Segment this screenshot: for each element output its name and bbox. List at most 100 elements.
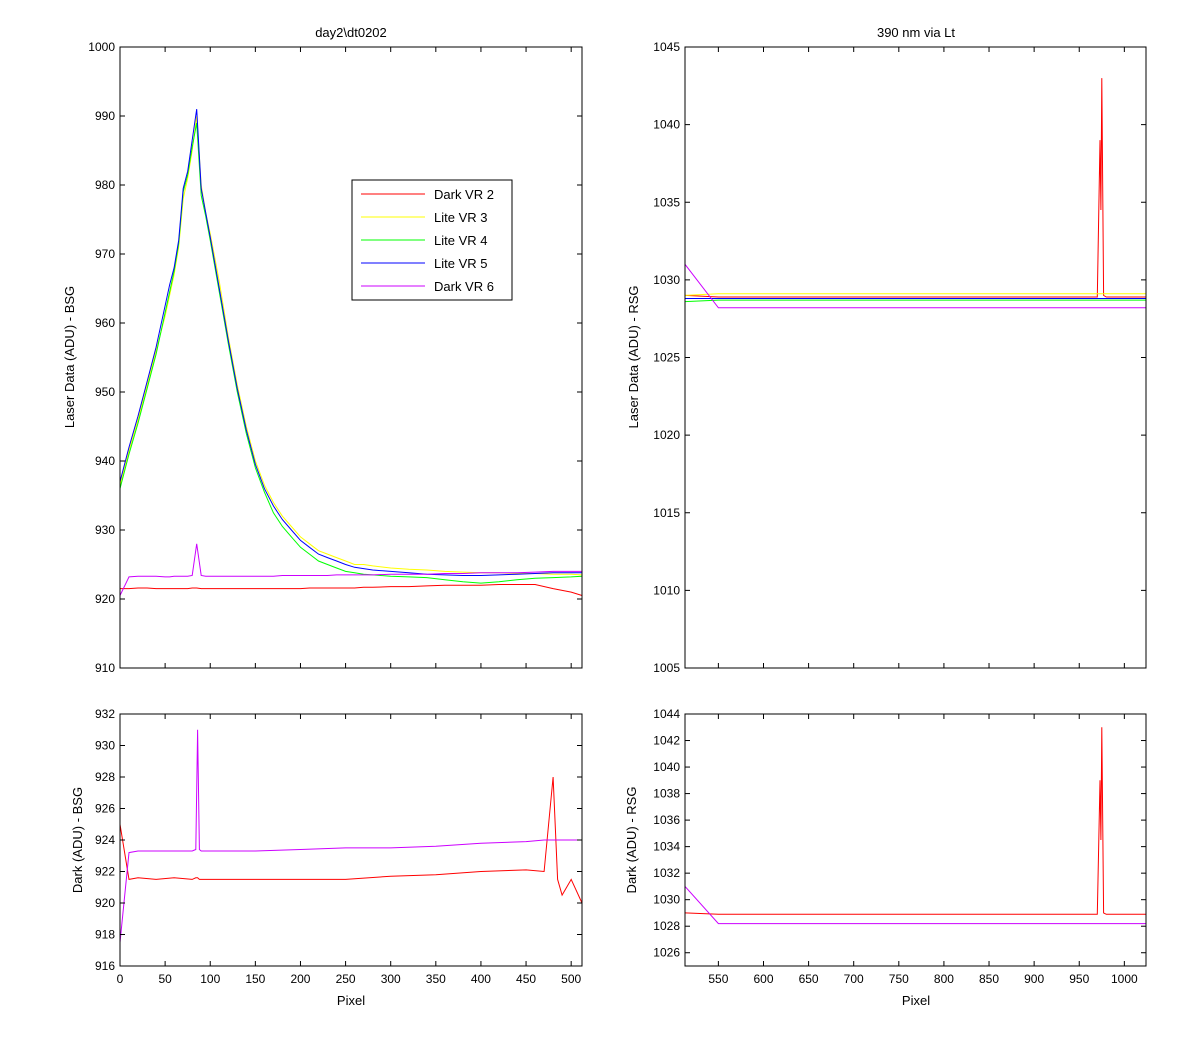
legend-label-dark-vr-6: Dark VR 6 <box>434 279 494 294</box>
panel-bottom-right: 1026 1028 1030 1032 1034 1036 1038 1040 1042 1044… <box>624 707 1147 1008</box>
x-tick-label: 550 <box>708 972 728 986</box>
x-tick-label: 900 <box>1024 972 1044 986</box>
y-tick-label: 1030 <box>653 893 680 907</box>
y-tick-label: 920 <box>95 592 115 606</box>
x-tick-label: 50 <box>158 972 172 986</box>
x-axis-label: Pixel <box>902 993 930 1008</box>
y-axis-label: Laser Data (ADU) - BSG <box>62 286 77 428</box>
x-tick-label: 400 <box>471 972 491 986</box>
x-tick-label: 350 <box>426 972 446 986</box>
y-tick-label: 930 <box>95 739 115 753</box>
y-tick-label: 960 <box>95 316 115 330</box>
x-tick-label: 800 <box>934 972 954 986</box>
y-tick-label: 1015 <box>653 506 680 520</box>
y-tick-label: 990 <box>95 109 115 123</box>
y-tick-label: 922 <box>95 865 115 879</box>
series-line-lite-vr-4 <box>684 299 1146 303</box>
x-tick-label: 500 <box>561 972 581 986</box>
plot-area <box>685 47 1146 668</box>
axes-box <box>119 46 583 669</box>
y-tick-label: 916 <box>95 959 115 973</box>
y-tick-label: 920 <box>95 896 115 910</box>
y-tick-label: 1032 <box>653 866 680 880</box>
y-tick-label: 1030 <box>653 273 680 287</box>
panel-bottom-left: 916 918 920 922 924 926 928 930 932 0 50 100 150 200 2… <box>70 707 583 1008</box>
x-tick-label: 100 <box>200 972 220 986</box>
series-layer <box>684 78 1146 309</box>
legend-label-dark-vr-2: Dark VR 2 <box>434 187 494 202</box>
tick-layer: 1026 1028 1030 1032 1034 1036 1038 1040 1042 1044… <box>653 707 1146 986</box>
tick-layer: 1005 1010 1015 1020 1025 1030 1035 1040 1045 <box>653 40 1146 675</box>
y-tick-label: 932 <box>95 707 115 721</box>
x-tick-label: 1000 <box>1111 972 1138 986</box>
x-tick-label: 700 <box>844 972 864 986</box>
y-tick-label: 1035 <box>653 195 680 209</box>
tick-layer: 916 918 920 922 924 926 928 930 932 0 50 100 150 200 2… <box>95 707 582 986</box>
series-line-dark-vr-2 <box>684 727 1146 915</box>
series-line-lite-vr-3 <box>684 293 1146 296</box>
y-tick-label: 940 <box>95 454 115 468</box>
series-layer <box>684 727 1146 925</box>
plot-area <box>685 714 1146 966</box>
y-tick-label: 1026 <box>653 946 680 960</box>
series-line-dark-vr-6 <box>119 729 582 943</box>
plot-area <box>120 714 582 966</box>
series-line-dark-vr-6 <box>119 543 582 596</box>
y-tick-label: 1010 <box>653 583 680 597</box>
series-layer <box>119 729 583 943</box>
y-axis-label: Laser Data (ADU) - RSG <box>626 285 641 428</box>
y-tick-label: 1025 <box>653 351 680 365</box>
x-tick-label: 600 <box>753 972 773 986</box>
chart-title: 390 nm via Lt <box>877 25 955 40</box>
axes-box <box>119 713 583 967</box>
y-tick-label: 1038 <box>653 787 680 801</box>
x-tick-label: 200 <box>290 972 310 986</box>
plot-area <box>120 47 582 668</box>
y-tick-label: 930 <box>95 523 115 537</box>
x-tick-label: 150 <box>245 972 265 986</box>
y-tick-label: 1034 <box>653 840 680 854</box>
x-tick-label: 450 <box>516 972 536 986</box>
y-axis-label: Dark (ADU) - RSG <box>624 787 639 894</box>
y-tick-label: 924 <box>95 833 115 847</box>
legend-label-lite-vr-4: Lite VR 4 <box>434 233 487 248</box>
y-tick-label: 980 <box>95 178 115 192</box>
series-line-dark-vr-2 <box>684 78 1146 298</box>
y-tick-label: 1045 <box>653 40 680 54</box>
y-tick-label: 928 <box>95 770 115 784</box>
x-tick-label: 950 <box>1069 972 1089 986</box>
x-tick-label: 300 <box>381 972 401 986</box>
series-line-lite-vr-5 <box>119 109 582 576</box>
series-line-dark-vr-2 <box>120 584 583 596</box>
y-tick-label: 950 <box>95 385 115 399</box>
y-tick-label: 1000 <box>88 40 115 54</box>
y-tick-label: 1042 <box>653 734 680 748</box>
y-tick-label: 1040 <box>653 760 680 774</box>
axes-box <box>684 46 1147 669</box>
axes-box <box>684 713 1147 967</box>
chart-title: day2\dt0202 <box>315 25 387 40</box>
y-tick-label: 910 <box>95 661 115 675</box>
x-tick-label: 650 <box>799 972 819 986</box>
x-tick-label: 0 <box>117 972 124 986</box>
series-line-dark-vr-6 <box>684 263 1146 309</box>
y-tick-label: 1028 <box>653 919 680 933</box>
y-tick-label: 970 <box>95 247 115 261</box>
y-tick-label: 1020 <box>653 428 680 442</box>
tick-layer: 910 920 930 940 950 960 970 980 990 1000 <box>88 40 582 675</box>
legend-label-lite-vr-5: Lite VR 5 <box>434 256 487 271</box>
series-line-lite-vr-4 <box>119 122 583 584</box>
y-tick-label: 1044 <box>653 707 680 721</box>
x-tick-label: 750 <box>889 972 909 986</box>
x-tick-label: 250 <box>336 972 356 986</box>
y-tick-label: 1036 <box>653 813 680 827</box>
y-tick-label: 918 <box>95 928 115 942</box>
y-tick-label: 1040 <box>653 118 680 132</box>
series-line-dark-vr-6 <box>684 886 1146 925</box>
legend: Dark VR 2 Lite VR 3 Lite VR 4 Lite VR 5 … <box>351 179 513 301</box>
x-axis-label: Pixel <box>337 993 365 1008</box>
y-axis-label: Dark (ADU) - BSG <box>70 787 85 893</box>
legend-label-lite-vr-3: Lite VR 3 <box>434 210 487 225</box>
series-line-dark-vr-2 <box>119 776 583 904</box>
